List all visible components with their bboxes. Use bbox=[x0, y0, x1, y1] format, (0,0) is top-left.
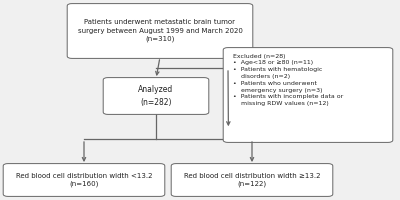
Text: Red blood cell distribution width <13.2
(n=160): Red blood cell distribution width <13.2 … bbox=[16, 173, 152, 187]
Text: Patients underwent metastatic brain tumor
surgery between August 1999 and March : Patients underwent metastatic brain tumo… bbox=[78, 20, 242, 43]
FancyBboxPatch shape bbox=[223, 48, 393, 142]
Text: Excluded (n=28)
•  Age<18 or ≥80 (n=11)
•  Patients with hematologic
    disorde: Excluded (n=28) • Age<18 or ≥80 (n=11) •… bbox=[233, 54, 344, 106]
FancyBboxPatch shape bbox=[3, 164, 165, 196]
Text: Analyzed
(n=282): Analyzed (n=282) bbox=[138, 85, 174, 107]
FancyBboxPatch shape bbox=[171, 164, 333, 196]
Text: Red blood cell distribution width ≥13.2
(n=122): Red blood cell distribution width ≥13.2 … bbox=[184, 173, 320, 187]
FancyBboxPatch shape bbox=[103, 78, 209, 114]
FancyBboxPatch shape bbox=[67, 4, 253, 58]
